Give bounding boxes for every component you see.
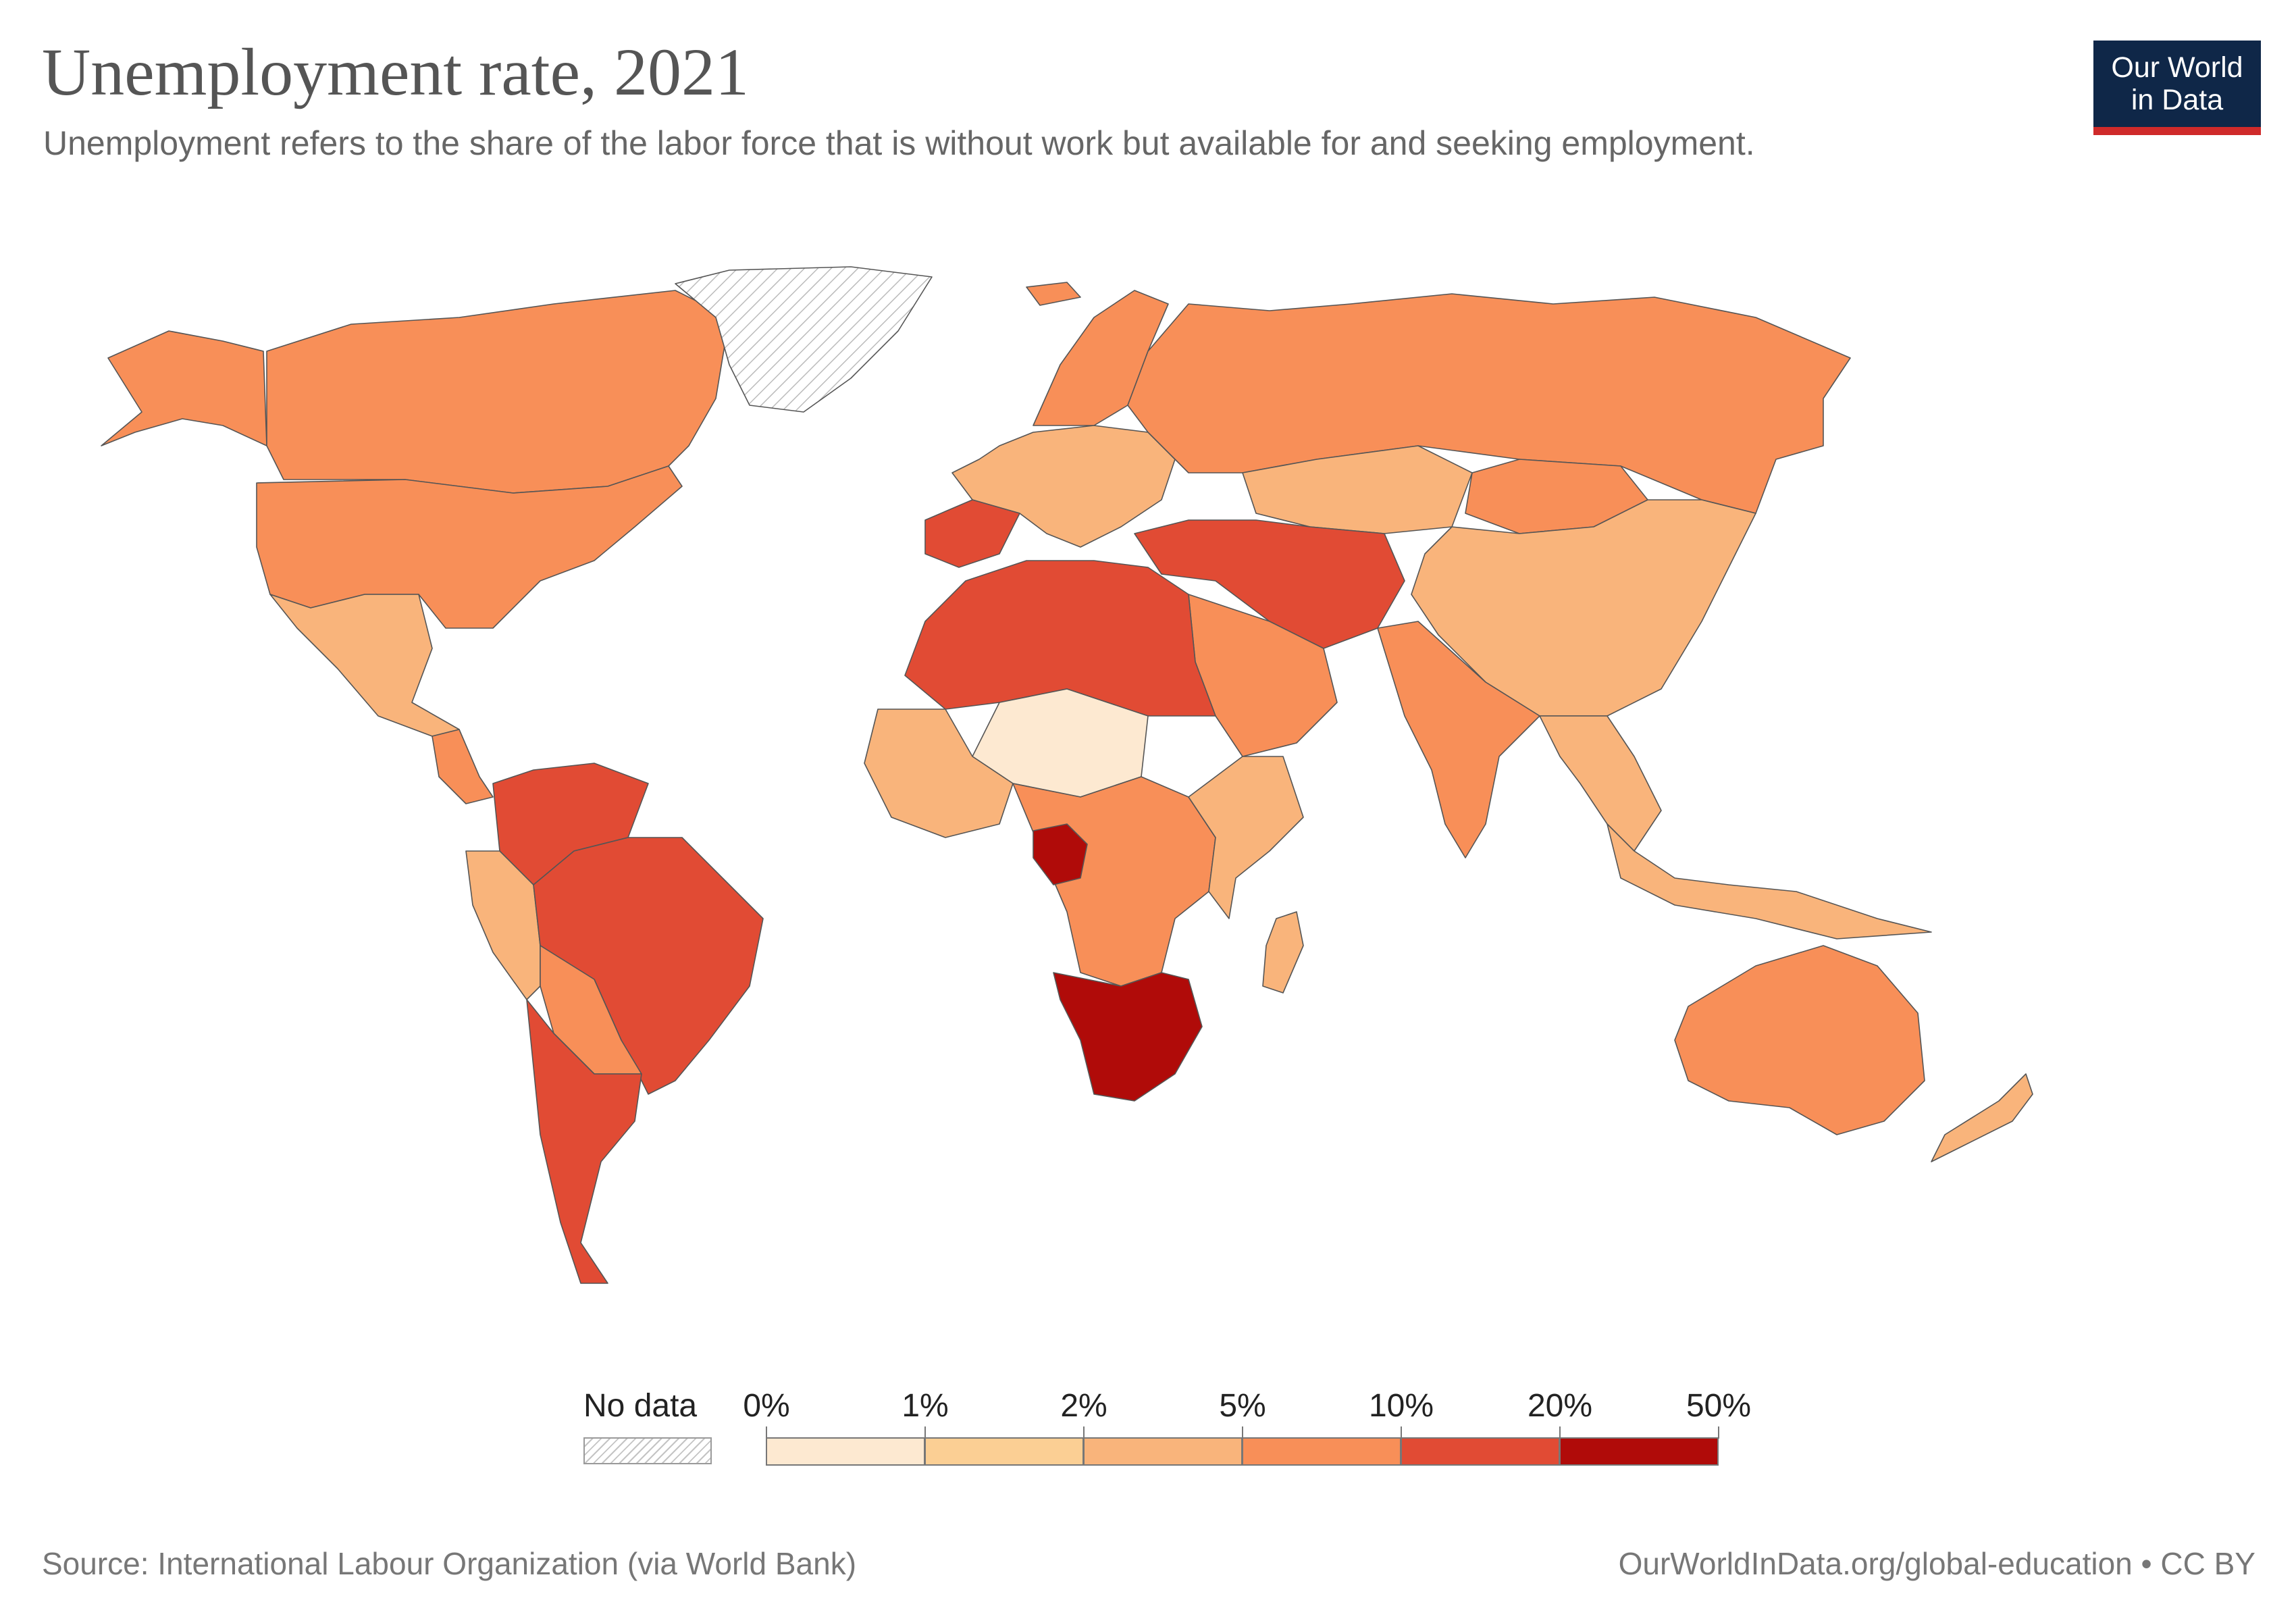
legend-tick-label: 50%	[1686, 1388, 1752, 1424]
legend-tick-label: 5%	[1219, 1388, 1266, 1424]
map-region[interactable]	[526, 999, 642, 1284]
legend-tick-label: 0%	[743, 1388, 790, 1424]
owid-logo[interactable]: Our World in Data	[2093, 41, 2261, 135]
map-region[interactable]	[1674, 945, 1925, 1135]
legend-tick-label: 2%	[1060, 1388, 1107, 1424]
map-region[interactable]	[1262, 911, 1304, 994]
legend-tick-label: 20%	[1527, 1388, 1593, 1424]
map-region[interactable]	[1931, 1073, 2033, 1162]
map-region[interactable]	[1033, 290, 1169, 426]
map-region[interactable]	[432, 729, 494, 804]
legend-tick	[1559, 1426, 1561, 1439]
map-region[interactable]	[1033, 823, 1088, 885]
map-region[interactable]	[266, 290, 730, 494]
map-region[interactable]	[864, 709, 1014, 838]
legend-bin[interactable]	[1083, 1437, 1243, 1466]
logo-line-1: Our World	[2111, 51, 2243, 84]
legend-tick	[1718, 1426, 1719, 1439]
map-region[interactable]	[951, 425, 1176, 548]
legend-tick-label: 1%	[902, 1388, 949, 1424]
legend-bin[interactable]	[1559, 1437, 1719, 1466]
world-map	[101, 266, 2033, 1284]
map-region[interactable]	[1026, 282, 1081, 306]
legend-tick	[1083, 1426, 1085, 1439]
map-region[interactable]	[1053, 972, 1203, 1102]
map-region[interactable]	[1188, 756, 1304, 919]
map-region[interactable]	[1539, 715, 1662, 852]
map-region[interactable]	[101, 330, 267, 446]
chart-title: Unemployment rate, 2021	[42, 34, 749, 109]
map-region[interactable]	[1411, 499, 1756, 717]
legend-tick	[1401, 1426, 1402, 1439]
map-region[interactable]	[904, 560, 1216, 717]
map-region[interactable]	[1377, 621, 1540, 858]
legend-bin[interactable]	[1242, 1437, 1401, 1466]
map-region[interactable]	[924, 499, 1020, 568]
source-note: Source: International Labour Organizatio…	[42, 1546, 857, 1581]
chart-subtitle: Unemployment refers to the share of the …	[43, 124, 1755, 162]
map-region[interactable]	[1607, 823, 1932, 940]
map-region[interactable]	[1012, 776, 1216, 987]
logo-line-2: in Data	[2131, 84, 2224, 116]
source-link[interactable]: OurWorldInData.org/global-education • CC…	[1618, 1546, 2255, 1581]
legend-tick-label: 10%	[1368, 1388, 1434, 1424]
legend-bin[interactable]	[924, 1437, 1084, 1466]
legend-no-data-swatch	[583, 1437, 712, 1464]
map-region[interactable]	[269, 594, 460, 737]
legend-no-data-label: No data	[583, 1388, 698, 1424]
legend-tick	[766, 1426, 767, 1439]
legend-tick	[924, 1426, 926, 1439]
map-region[interactable]	[1134, 519, 1405, 649]
legend-bin[interactable]	[766, 1437, 925, 1466]
legend-tick	[1242, 1426, 1243, 1439]
map-region[interactable]	[256, 465, 683, 629]
legend-bin[interactable]	[1401, 1437, 1560, 1466]
map-region[interactable]	[675, 266, 933, 413]
